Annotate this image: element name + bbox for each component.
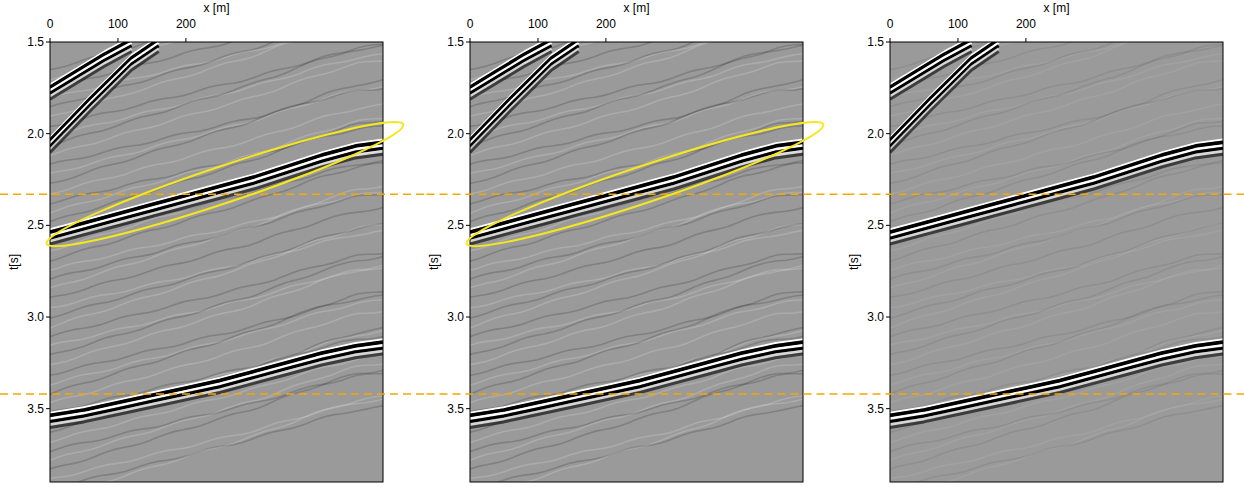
y-tick-label: 3.0 bbox=[447, 310, 464, 324]
texture bbox=[470, 355, 803, 442]
x-tick bbox=[117, 38, 118, 42]
y-tick bbox=[466, 133, 470, 134]
y-tick bbox=[46, 225, 50, 226]
y-tick bbox=[466, 42, 470, 43]
y-tick-label: 2.5 bbox=[447, 218, 464, 232]
y-tick bbox=[886, 225, 890, 226]
highlight-ellipse bbox=[41, 107, 409, 261]
x-tick-label: 100 bbox=[948, 17, 968, 31]
texture bbox=[890, 163, 1223, 262]
y-tick bbox=[466, 225, 470, 226]
x-tick-label: 200 bbox=[1016, 17, 1036, 31]
plot-frame bbox=[890, 42, 1223, 482]
texture bbox=[470, 42, 803, 116]
texture bbox=[890, 355, 1223, 442]
x-tick bbox=[957, 38, 958, 42]
y-tick-label: 3.0 bbox=[867, 310, 884, 324]
plot-frame bbox=[470, 42, 803, 482]
y-tick-label: 1.5 bbox=[867, 35, 884, 49]
texture bbox=[890, 42, 1223, 116]
x-tick-label: 200 bbox=[596, 17, 616, 31]
reference-line bbox=[847, 193, 1244, 195]
y-axis-title: t[s] bbox=[7, 254, 21, 270]
texture bbox=[50, 268, 383, 345]
y-tick bbox=[886, 133, 890, 134]
y-tick bbox=[46, 408, 50, 409]
x-tick-label: 100 bbox=[108, 17, 128, 31]
reference-line bbox=[0, 193, 427, 195]
reference-line bbox=[427, 393, 847, 395]
x-tick-label: 0 bbox=[467, 17, 474, 31]
x-axis: 0 100 200 bbox=[887, 17, 1037, 42]
texture bbox=[50, 42, 383, 116]
y-tick bbox=[466, 408, 470, 409]
x-axis: 0 100 200 bbox=[47, 17, 197, 42]
y-tick-label: 3.5 bbox=[867, 402, 884, 416]
reflection-event bbox=[470, 354, 803, 427]
figure: 0 100 200 x [m] 1.5 2.0 2.5 3.0 3.5 t[s] 0 100 200 x … bbox=[0, 0, 1244, 487]
texture bbox=[890, 268, 1223, 345]
y-tick-label: 3.5 bbox=[447, 402, 464, 416]
y-tick-label: 2.0 bbox=[867, 127, 884, 141]
y-tick-label: 1.5 bbox=[447, 35, 464, 49]
y-tick bbox=[886, 42, 890, 43]
x-axis-title: x [m] bbox=[1044, 1, 1070, 15]
y-tick bbox=[886, 317, 890, 318]
y-tick bbox=[466, 317, 470, 318]
y-tick-label: 3.0 bbox=[27, 310, 44, 324]
reflection-event bbox=[470, 52, 579, 153]
y-tick bbox=[886, 408, 890, 409]
texture bbox=[890, 121, 1223, 221]
reference-line bbox=[0, 393, 427, 395]
x-tick bbox=[470, 38, 471, 42]
x-axis-title: x [m] bbox=[204, 1, 230, 15]
x-tick-label: 100 bbox=[528, 17, 548, 31]
reflection-event bbox=[50, 354, 383, 427]
y-axis: 1.5 2.0 2.5 3.0 3.5 bbox=[867, 35, 890, 416]
x-axis-title: x [m] bbox=[624, 1, 650, 15]
texture bbox=[470, 61, 803, 156]
plot-area bbox=[890, 42, 1223, 482]
plot-frame bbox=[50, 42, 383, 482]
x-tick bbox=[537, 38, 538, 42]
y-tick bbox=[46, 317, 50, 318]
x-tick bbox=[605, 38, 606, 42]
texture bbox=[50, 355, 383, 442]
y-tick-label: 3.5 bbox=[27, 402, 44, 416]
plot-background bbox=[50, 42, 383, 482]
reference-line bbox=[847, 393, 1244, 395]
x-tick bbox=[890, 38, 891, 42]
y-tick-label: 2.5 bbox=[27, 218, 44, 232]
texture bbox=[890, 61, 1223, 156]
x-tick-label: 0 bbox=[47, 17, 54, 31]
x-tick-label: 0 bbox=[887, 17, 894, 31]
y-tick-label: 1.5 bbox=[27, 35, 44, 49]
plot-background bbox=[470, 42, 803, 482]
texture bbox=[470, 268, 803, 345]
x-tick bbox=[185, 38, 186, 42]
x-axis: 0 100 200 bbox=[467, 17, 617, 42]
plot-area bbox=[470, 42, 803, 482]
plot-background bbox=[890, 42, 1223, 482]
y-tick-label: 2.0 bbox=[447, 127, 464, 141]
y-axis: 1.5 2.0 2.5 3.0 3.5 bbox=[27, 35, 50, 416]
y-tick-label: 2.5 bbox=[867, 218, 884, 232]
reflection-event bbox=[890, 354, 1223, 427]
y-axis: 1.5 2.0 2.5 3.0 3.5 bbox=[447, 35, 470, 416]
x-tick bbox=[1025, 38, 1026, 42]
highlight-ellipse bbox=[461, 107, 829, 261]
x-tick-label: 200 bbox=[176, 17, 196, 31]
y-tick bbox=[46, 42, 50, 43]
reflection-event bbox=[890, 154, 1223, 244]
reflection-event bbox=[890, 52, 999, 153]
y-axis-title: t[s] bbox=[847, 254, 861, 270]
y-axis-title: t[s] bbox=[427, 254, 441, 270]
y-tick bbox=[46, 133, 50, 134]
reference-line bbox=[427, 193, 847, 195]
y-tick-label: 2.0 bbox=[27, 127, 44, 141]
texture bbox=[50, 61, 383, 156]
x-tick bbox=[50, 38, 51, 42]
reflection-event bbox=[50, 52, 159, 153]
plot-area bbox=[50, 42, 383, 482]
